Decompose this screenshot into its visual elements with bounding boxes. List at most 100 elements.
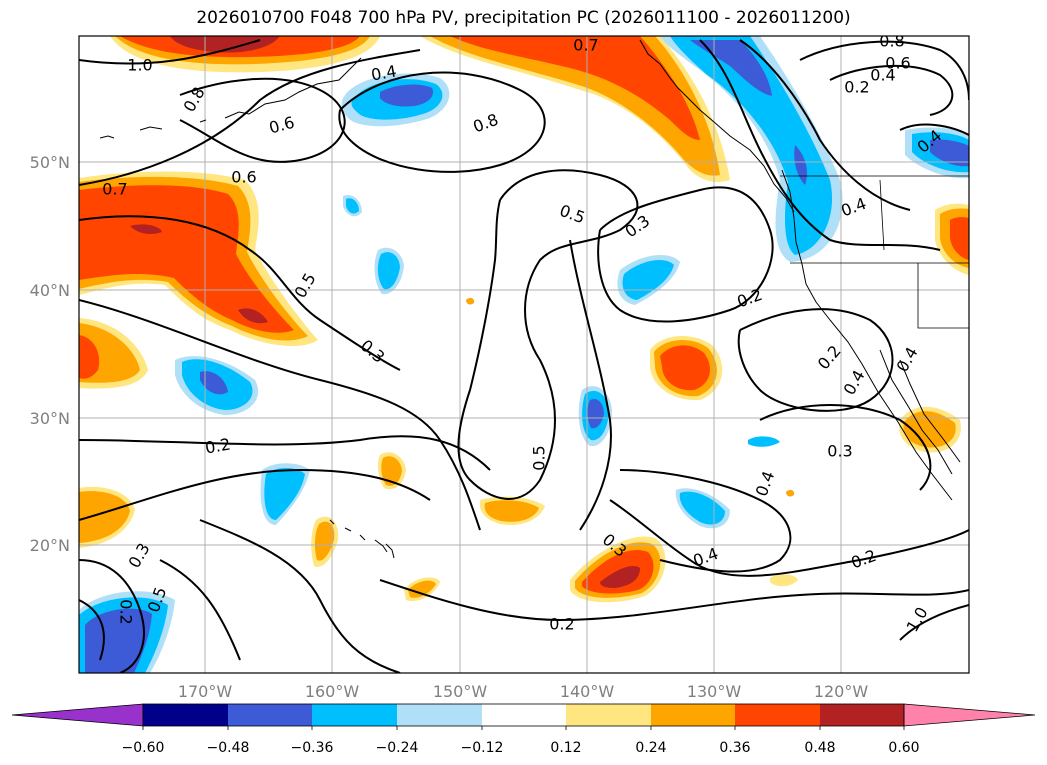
precip-region bbox=[660, 345, 710, 391]
contour-line bbox=[159, 559, 241, 661]
lat-tick-label: 20°N bbox=[30, 536, 70, 555]
colorbar: −0.60 −0.48 −0.36 −0.24 −0.12 0.12 0.24 0.36 0.4… bbox=[11, 703, 1036, 756]
colorbar-cell bbox=[143, 704, 228, 726]
precip-region bbox=[600, 565, 640, 588]
precip-region bbox=[79, 185, 294, 333]
precip-region bbox=[450, 36, 700, 140]
colorbar-cell bbox=[566, 704, 651, 726]
precip-region bbox=[466, 297, 475, 305]
lon-tick-label: 120°W bbox=[814, 682, 869, 701]
contour-label: 0.7 bbox=[102, 180, 127, 199]
contour-line bbox=[737, 308, 894, 412]
contour-line bbox=[569, 239, 612, 531]
precip-region bbox=[238, 308, 268, 324]
colorbar-cell bbox=[482, 704, 566, 726]
contour-line bbox=[739, 39, 911, 211]
contour-label: 1.0 bbox=[127, 56, 152, 75]
border-lines bbox=[780, 175, 969, 329]
colorbar-tick-label: 0.12 bbox=[550, 740, 581, 756]
colorbar-cell bbox=[228, 704, 312, 726]
contour-label: 0.6 bbox=[231, 168, 256, 187]
contour-label: 0.2 bbox=[204, 434, 232, 457]
lon-tick-label: 160°W bbox=[305, 682, 360, 701]
contour-line bbox=[829, 65, 954, 116]
pv-contours bbox=[79, 39, 969, 673]
precip-region bbox=[380, 84, 434, 107]
us-west-coast bbox=[781, 169, 953, 501]
precip-region bbox=[381, 456, 402, 486]
contour-line bbox=[457, 169, 639, 500]
colorbar-cell bbox=[651, 704, 735, 726]
lat-tick-label: 40°N bbox=[30, 281, 70, 300]
colorbar-tick-label: −0.48 bbox=[207, 740, 250, 756]
contour-line bbox=[759, 404, 932, 491]
precip-region bbox=[200, 371, 228, 395]
longitude-tick-labels: 170°W 160°W 150°W 140°W 130°W 120°W bbox=[178, 682, 869, 701]
precip-region bbox=[79, 491, 130, 543]
colorbar-cell bbox=[735, 704, 820, 726]
contour-label: 0.2 bbox=[117, 599, 136, 624]
latitude-tick-labels: 50°N 40°N 30°N 20°N bbox=[30, 153, 70, 555]
map-area: 1.00.80.70.6 0.80.40.70.60.5 0.30.50.30.20… bbox=[79, 36, 969, 673]
contour-line bbox=[199, 519, 401, 673]
map-frame bbox=[78, 35, 970, 674]
colorbar-outline bbox=[142, 703, 905, 727]
colorbar-cell bbox=[397, 704, 482, 726]
contour-line bbox=[79, 435, 491, 471]
colorbar-extend-low bbox=[11, 703, 144, 727]
colorbar-tick-label: −0.12 bbox=[461, 740, 504, 756]
precip-region bbox=[930, 139, 969, 167]
contour-label: 0.4 bbox=[870, 66, 895, 85]
contour-label: 0.2 bbox=[844, 78, 869, 97]
contour-line bbox=[79, 215, 401, 371]
contour-line bbox=[79, 559, 145, 673]
contour-line bbox=[597, 186, 774, 323]
colorbar-tick-label: 0.48 bbox=[804, 740, 835, 756]
contour-label: 0.3 bbox=[827, 442, 852, 461]
colorbar-tick-label: 0.60 bbox=[888, 740, 919, 756]
contour-line bbox=[609, 499, 969, 577]
contour-line bbox=[619, 469, 792, 573]
contour-label: 0.2 bbox=[549, 615, 574, 634]
contour-line bbox=[799, 40, 969, 101]
precip-region bbox=[690, 40, 772, 96]
contour-line bbox=[79, 468, 431, 521]
contour-label: 0.4 bbox=[370, 61, 398, 84]
contour-label: 0.7 bbox=[573, 36, 598, 55]
contour-line bbox=[79, 599, 105, 661]
colorbar-tick-label: 0.24 bbox=[635, 740, 666, 756]
alaska-coast bbox=[99, 57, 362, 139]
chart-title: 2026010700 F048 700 hPa PV, precipitatio… bbox=[196, 8, 851, 28]
precip-region bbox=[170, 36, 280, 53]
precip-region bbox=[314, 521, 335, 561]
colorbar-cell bbox=[312, 704, 397, 726]
coastlines bbox=[99, 39, 969, 559]
lon-tick-label: 150°W bbox=[433, 682, 488, 701]
contour-label: 0.6 bbox=[885, 54, 910, 73]
contour-line bbox=[379, 579, 969, 622]
precip-region bbox=[748, 436, 780, 447]
lat-tick-label: 30°N bbox=[30, 409, 70, 428]
contour-line bbox=[79, 299, 481, 531]
contour-line bbox=[79, 39, 261, 65]
precip-region bbox=[346, 198, 359, 214]
colorbar-cell bbox=[820, 704, 904, 726]
precip-region bbox=[587, 398, 604, 429]
contour-line bbox=[899, 604, 969, 641]
lon-tick-label: 130°W bbox=[687, 682, 742, 701]
contour-label: 0.5 bbox=[530, 445, 549, 470]
lon-tick-label: 170°W bbox=[178, 682, 233, 701]
precip-region bbox=[794, 145, 807, 185]
bc-coast bbox=[639, 39, 795, 213]
precip-region bbox=[79, 335, 100, 379]
contour-line bbox=[179, 77, 346, 163]
precip-region bbox=[264, 467, 305, 520]
colorbar-tick-label: −0.24 bbox=[376, 740, 419, 756]
precip-region bbox=[786, 489, 795, 497]
lon-tick-label: 140°W bbox=[560, 682, 615, 701]
precip-region bbox=[377, 252, 400, 290]
contour-line bbox=[79, 49, 421, 186]
contour-line bbox=[899, 123, 969, 136]
hawaii-islands bbox=[329, 519, 395, 559]
